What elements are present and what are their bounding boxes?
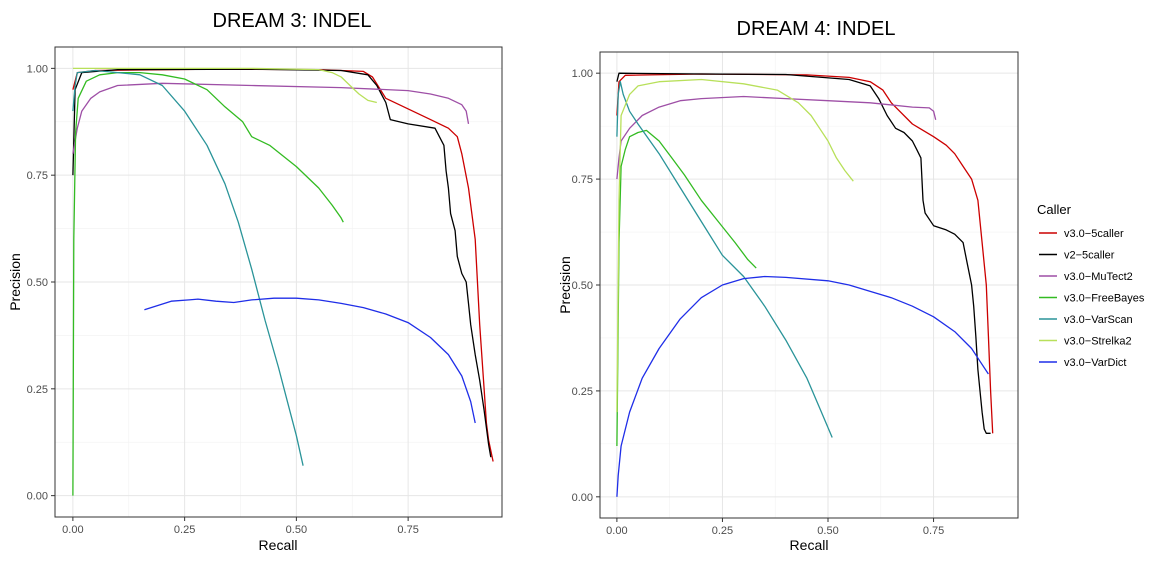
chart-title: DREAM 3: INDEL (213, 10, 372, 32)
y-tick-label: 0.25 (27, 384, 48, 396)
x-tick-label: 0.25 (712, 525, 733, 537)
chart-dream3-indel: DREAM 3: INDEL 0.00 0.25 0.50 0.75 0.00 0.25 0… (7, 10, 503, 553)
y-tick-label: 0.00 (572, 492, 593, 504)
x-axis-title: Recall (259, 537, 298, 553)
chart-title: DREAM 4: INDEL (737, 18, 896, 40)
y-tick-label: 0.50 (27, 277, 48, 289)
legend-label: v3.0−VarDict (1064, 357, 1126, 369)
legend-label: v3.0−MuTect2 (1064, 271, 1133, 283)
legend-label: v3.0−Strelka2 (1064, 336, 1132, 348)
x-tick-label: 0.00 (62, 524, 83, 536)
series-line-v3-0-mutect2 (616, 95, 937, 180)
series-line-v3-0-5caller (616, 73, 994, 434)
y-tick-label: 0.00 (27, 491, 48, 503)
series-line-v2-5caller (616, 72, 991, 434)
x-tick-label: 0.00 (606, 525, 627, 537)
y-tick-label: 1.00 (572, 68, 593, 80)
chart-dream4-indel: DREAM 4: INDEL 0.00 0.25 0.50 0.75 0.00 0.25 0… (557, 18, 1019, 553)
series-line-v3-0-strelka2 (72, 67, 377, 104)
plot-panel-border (599, 51, 1019, 519)
y-tick-label: 1.00 (27, 63, 48, 75)
plot-panel-border (54, 46, 503, 518)
series-line-v3-0-vardict (144, 297, 476, 424)
y-tick-label: 0.75 (27, 170, 48, 182)
x-tick-label: 0.25 (174, 524, 195, 536)
legend-label: v2−5caller (1064, 250, 1115, 262)
legend: Caller v3.0−5caller v2−5caller v3.0−MuTect… (1037, 202, 1145, 369)
y-tick-label: 0.50 (572, 280, 593, 292)
series-line-v3-0-mutect2 (72, 82, 470, 154)
legend-title: Caller (1037, 202, 1072, 217)
y-axis-title: Precision (557, 256, 573, 314)
x-tick-label: 0.75 (397, 524, 418, 536)
series-line-v3-0-varscan (616, 81, 833, 438)
x-tick-label: 0.75 (923, 525, 944, 537)
series-line-v3-0-freebayes (72, 71, 344, 496)
legend-label: v3.0−5caller (1064, 228, 1124, 240)
legend-label: v3.0−FreeBayes (1064, 293, 1145, 305)
series-line-v3-0-strelka2 (616, 78, 854, 413)
series-line-v3-0-varscan (72, 69, 304, 466)
x-tick-label: 0.50 (817, 525, 838, 537)
x-axis-title: Recall (790, 537, 829, 553)
x-tick-label: 0.50 (286, 524, 307, 536)
y-axis-title: Precision (7, 253, 23, 311)
series-line-v3-0-vardict (616, 275, 989, 497)
legend-label: v3.0−VarScan (1064, 314, 1133, 326)
series-line-v3-0-freebayes (616, 129, 757, 447)
y-tick-label: 0.25 (572, 386, 593, 398)
legend-items: v3.0−5caller v2−5caller v3.0−MuTect2 v3.0−F… (1039, 228, 1145, 369)
series-line-v2-5caller (72, 68, 492, 458)
y-tick-label: 0.75 (572, 174, 593, 186)
